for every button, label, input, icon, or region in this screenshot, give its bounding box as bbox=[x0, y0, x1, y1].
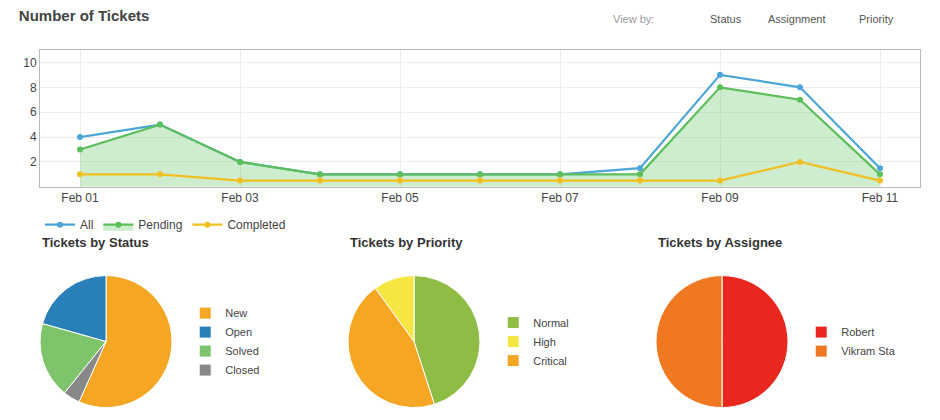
svg-text:Critical: Critical bbox=[533, 355, 567, 367]
svg-text:2: 2 bbox=[30, 155, 37, 169]
svg-text:Open: Open bbox=[225, 326, 252, 338]
svg-text:Tickets by Status: Tickets by Status bbox=[42, 235, 149, 250]
svg-text:Tickets by Priority: Tickets by Priority bbox=[350, 235, 463, 250]
svg-text:Assignment: Assignment bbox=[768, 13, 825, 25]
svg-text:10: 10 bbox=[23, 56, 37, 70]
svg-text:High: High bbox=[533, 336, 556, 348]
svg-text:Feb 05: Feb 05 bbox=[381, 191, 419, 205]
svg-text:4: 4 bbox=[30, 130, 37, 144]
svg-text:Completed: Completed bbox=[227, 218, 285, 232]
svg-text:Solved: Solved bbox=[225, 345, 259, 357]
svg-text:Number of Tickets: Number of Tickets bbox=[19, 7, 150, 24]
svg-text:Status: Status bbox=[710, 13, 742, 25]
svg-text:Feb 03: Feb 03 bbox=[221, 191, 259, 205]
svg-text:Priority: Priority bbox=[859, 13, 894, 25]
svg-text:New: New bbox=[225, 307, 247, 319]
svg-text:Vikram Sta: Vikram Sta bbox=[841, 345, 895, 357]
svg-text:Feb 11: Feb 11 bbox=[862, 191, 899, 205]
svg-text:Robert: Robert bbox=[841, 326, 874, 338]
svg-text:Pending: Pending bbox=[138, 218, 182, 232]
svg-text:All: All bbox=[80, 218, 93, 232]
svg-text:Feb 01: Feb 01 bbox=[61, 191, 99, 205]
svg-text:6: 6 bbox=[30, 105, 37, 119]
svg-text:Normal: Normal bbox=[533, 317, 568, 329]
svg-text:8: 8 bbox=[30, 81, 37, 95]
svg-text:View by:: View by: bbox=[613, 13, 654, 25]
svg-text:Closed: Closed bbox=[225, 364, 259, 376]
svg-text:Feb 07: Feb 07 bbox=[541, 191, 579, 205]
svg-text:Tickets by Assignee: Tickets by Assignee bbox=[658, 235, 782, 250]
svg-text:Feb 09: Feb 09 bbox=[701, 191, 739, 205]
